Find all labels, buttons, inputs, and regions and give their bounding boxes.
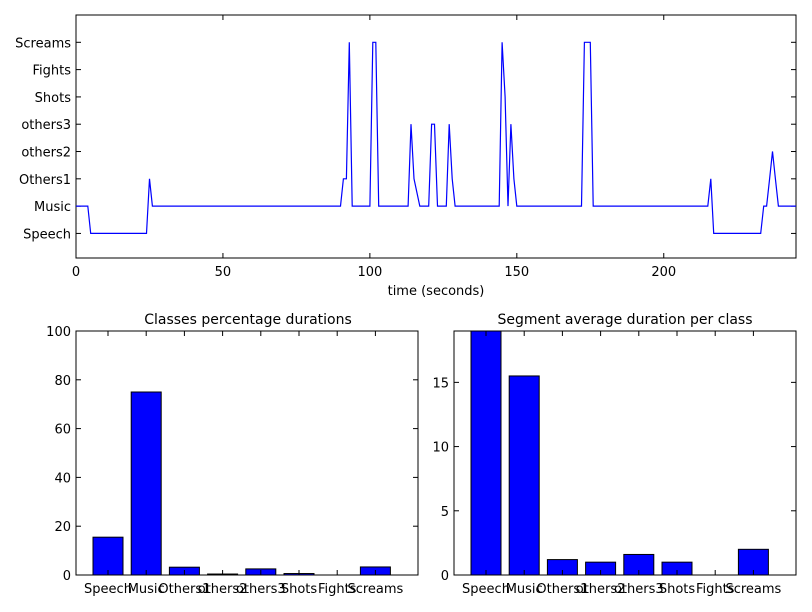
x-tick-label-others3: others3 xyxy=(614,582,664,597)
x-tick-label-others3: others3 xyxy=(236,582,286,597)
y-tick-label: 20 xyxy=(54,520,71,535)
percentage-chart-title: Classes percentage durations xyxy=(144,312,352,328)
timeline-y-tick-label: Others1 xyxy=(19,173,71,188)
percentage-bars xyxy=(92,391,391,576)
percentage-axes-frame xyxy=(75,330,419,576)
x-tick-label-speech: Speech xyxy=(84,582,132,597)
timeline-x-tick-label: 100 xyxy=(357,265,382,280)
y-tick-label: 60 xyxy=(54,423,71,438)
bar-speech xyxy=(470,330,502,576)
y-tick-label: 10 xyxy=(432,441,449,456)
timeline-x-tick-label: 0 xyxy=(72,265,80,280)
timeline-x-ticks: 0 50 100 150 200 xyxy=(72,15,676,280)
timeline-axes-frame xyxy=(75,14,797,259)
bar-music xyxy=(508,375,540,576)
x-tick-label-others1: Others1 xyxy=(536,582,588,597)
timeline-y-tick-label: Fights xyxy=(32,64,71,79)
x-tick-label-music: Music xyxy=(506,582,543,597)
segment-y-ticks: 0 5 10 15 xyxy=(432,376,796,584)
bar-music xyxy=(130,391,162,576)
timeline-x-label: time (seconds) xyxy=(388,284,485,299)
y-tick-label: 100 xyxy=(46,325,71,340)
timeline-x-tick-label: 150 xyxy=(504,265,529,280)
timeline-y-tick-label: Shots xyxy=(35,91,72,106)
timeline-x-tick-label: 200 xyxy=(651,265,676,280)
y-tick-label: 15 xyxy=(432,376,449,391)
segment-duration-bar-chart: Segment average duration per class 0 5 10 1… xyxy=(432,312,797,597)
timeline-series-line xyxy=(76,41,796,234)
timeline-x-tick-label: 50 xyxy=(215,265,232,280)
y-tick-label: 80 xyxy=(54,374,71,389)
segment-bars xyxy=(470,330,769,576)
x-tick-label-music: Music xyxy=(128,582,165,597)
timeline-chart: Speech Music Others1 others2 others3 Shots Fig… xyxy=(15,14,797,299)
timeline-y-tick-label: Screams xyxy=(15,36,71,51)
timeline-y-tick-label: others2 xyxy=(21,146,71,161)
segment-chart-title: Segment average duration per class xyxy=(497,312,752,328)
timeline-y-tick-label: Music xyxy=(34,200,71,215)
x-tick-label-fights: Fights xyxy=(696,582,735,597)
y-tick-label: 0 xyxy=(441,569,449,584)
timeline-y-ticks: Speech Music Others1 others2 others3 Shots Fig… xyxy=(15,36,796,242)
y-tick-label: 40 xyxy=(54,471,71,486)
x-tick-label-others1: Others1 xyxy=(158,582,210,597)
x-tick-label-others2: others2 xyxy=(576,582,626,597)
y-tick-label: 0 xyxy=(63,569,71,584)
x-tick-label-speech: Speech xyxy=(462,582,510,597)
x-tick-label-shots: Shots xyxy=(659,582,696,597)
x-tick-label-screams: Screams xyxy=(347,582,403,597)
percentage-y-ticks: 0 20 40 60 80 100 xyxy=(46,325,418,584)
percentage-bar-chart: Classes percentage durations 0 20 40 60 80 10… xyxy=(46,312,419,597)
x-tick-label-others2: others2 xyxy=(198,582,248,597)
bar-speech xyxy=(92,536,124,576)
x-tick-label-screams: Screams xyxy=(725,582,781,597)
timeline-y-tick-label: Speech xyxy=(23,227,71,242)
x-tick-label-fights: Fights xyxy=(318,582,357,597)
x-tick-label-shots: Shots xyxy=(281,582,318,597)
timeline-y-tick-label: others3 xyxy=(21,118,71,133)
segment-axes-frame xyxy=(453,330,797,576)
y-tick-label: 5 xyxy=(441,505,449,520)
